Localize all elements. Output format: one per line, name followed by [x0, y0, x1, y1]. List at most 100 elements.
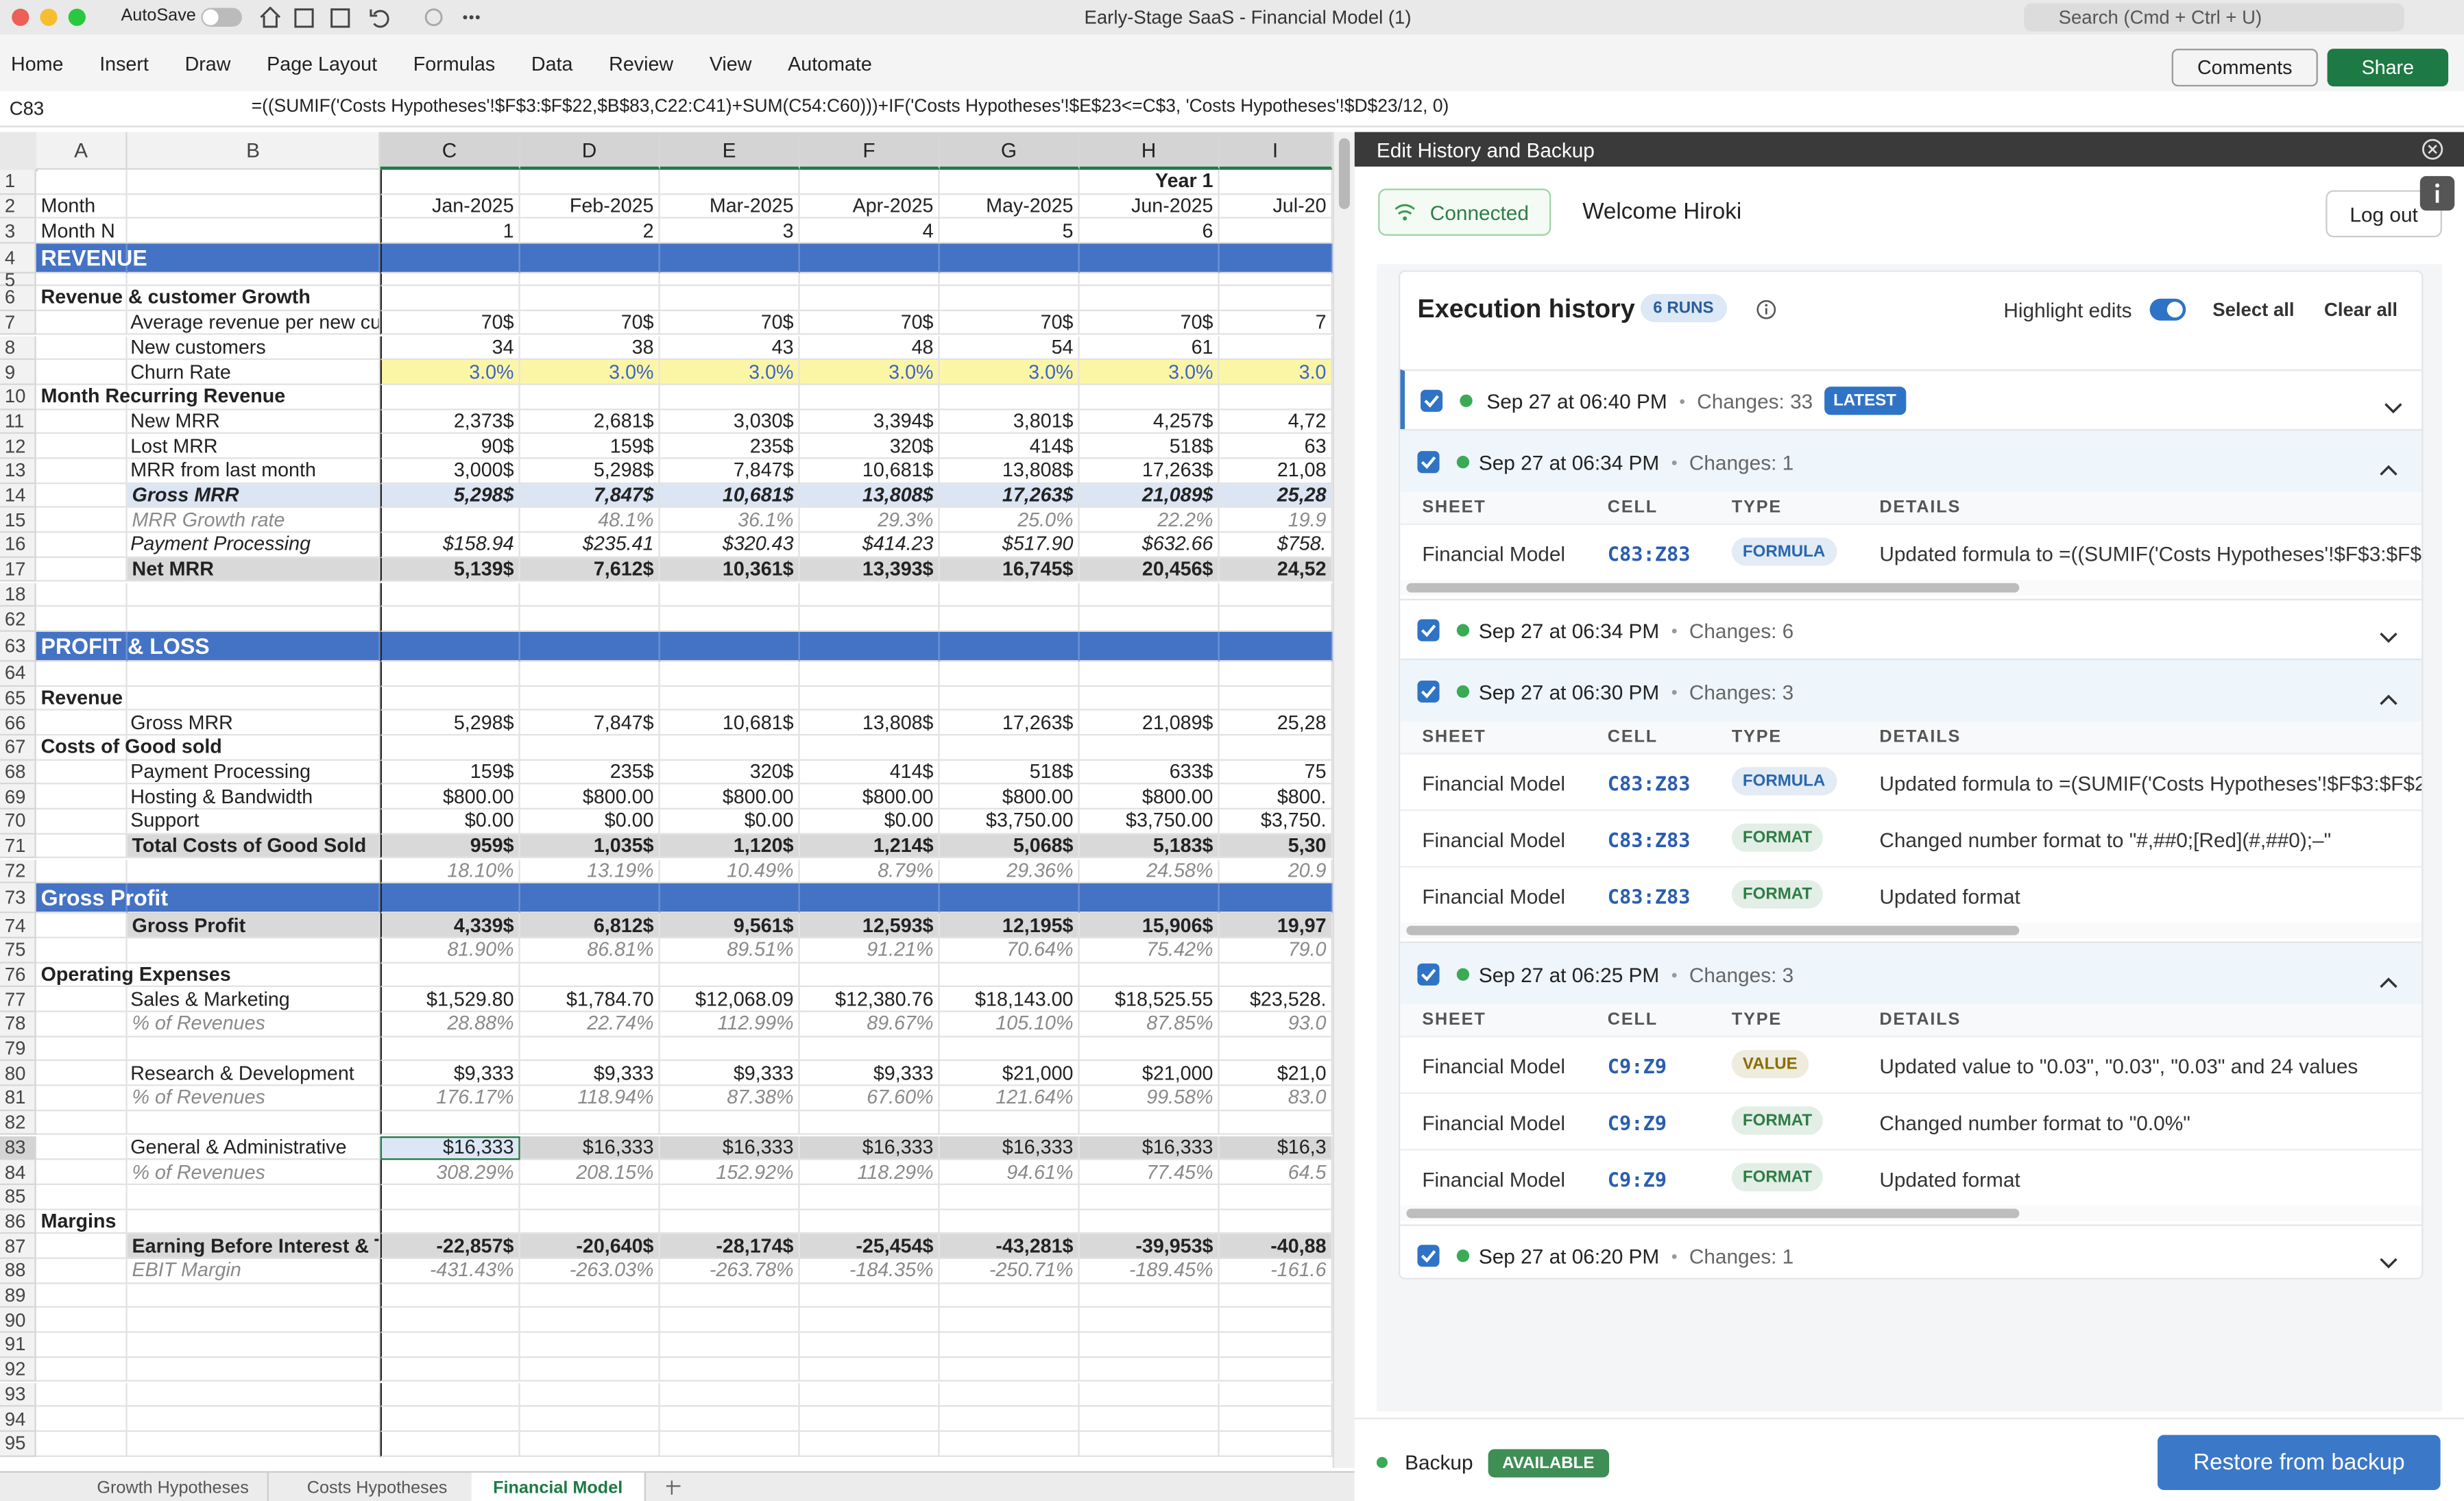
menu-item[interactable]: Page Layout	[267, 53, 377, 75]
run-header[interactable]: Sep 27 at 06:30 PMChanges: 3	[1400, 659, 2421, 722]
cell-text: $800.00	[1080, 785, 1220, 809]
clear-all[interactable]: Clear all	[2324, 299, 2397, 321]
select-all[interactable]: Select all	[2212, 299, 2294, 321]
cell-text: $800.00	[381, 785, 520, 809]
autosave-toggle[interactable]	[201, 8, 242, 27]
run-header[interactable]: Sep 27 at 06:40 PMChanges: 33LATEST	[1400, 369, 2421, 429]
vertical-scrollbar[interactable]	[1333, 132, 1356, 1468]
menu-item[interactable]: Formulas	[413, 53, 495, 75]
cell-text: 48.1%	[520, 509, 660, 533]
formula-bar: C83 =((SUMIF('Costs Hypotheses'!$F$3:$F$…	[0, 91, 2464, 127]
run-checkbox[interactable]	[1417, 1245, 1439, 1267]
cell	[381, 1407, 520, 1432]
chevron[interactable]	[2379, 1249, 2398, 1262]
run-checkbox[interactable]	[1421, 390, 1442, 412]
cell-text: Support	[128, 809, 381, 834]
cell-text: Operating Expenses	[36, 963, 128, 988]
cell	[1220, 1037, 1333, 1062]
cell	[128, 170, 381, 195]
run-checkbox[interactable]	[1417, 681, 1439, 703]
cell	[36, 1308, 128, 1333]
run-checkbox[interactable]	[1417, 451, 1439, 473]
row-header: 10	[0, 385, 36, 410]
cell	[1220, 1111, 1333, 1136]
cell	[36, 988, 128, 1012]
chevron[interactable]	[2384, 395, 2403, 407]
cell	[660, 1308, 800, 1333]
close-icon[interactable]	[2420, 137, 2445, 162]
run-header[interactable]: Sep 27 at 06:34 PMChanges: 1	[1400, 429, 2421, 492]
menu-item[interactable]: Data	[531, 53, 573, 75]
cell-text: -189.45%	[1080, 1259, 1220, 1284]
cell-text: General & Administrative	[128, 1136, 381, 1160]
row-header: 7	[0, 311, 36, 336]
chevron[interactable]	[2379, 968, 2398, 981]
cell-text: 5,298$	[381, 711, 520, 735]
window-controls[interactable]	[10, 6, 91, 28]
cell-text: 15,906$	[1080, 914, 1220, 938]
change-details: Changed number format to "0.0%"	[1879, 1111, 2190, 1134]
cell-text: 3,801$	[940, 410, 1080, 435]
cell	[940, 686, 1080, 711]
row-header: 82	[0, 1111, 36, 1136]
add-sheet[interactable]	[657, 1476, 688, 1498]
cell	[520, 1037, 660, 1062]
cell	[128, 1210, 381, 1234]
cell-text: 38	[520, 336, 660, 361]
cell	[660, 385, 800, 410]
cell-text: EBIT Margin	[128, 1259, 381, 1284]
cell-text: 25,28	[1220, 484, 1333, 509]
run-header[interactable]: Sep 27 at 06:25 PMChanges: 3	[1400, 942, 2421, 1005]
sheet-tab[interactable]: Costs Hypotheses	[283, 1473, 473, 1501]
cell-text: $18,525.55	[1080, 988, 1220, 1012]
chevron[interactable]	[2379, 624, 2398, 636]
share-button[interactable]: Share	[2328, 49, 2448, 86]
menu-item[interactable]: Review	[609, 53, 673, 75]
cell-text: 87.38%	[660, 1086, 800, 1111]
info-button[interactable]	[2420, 176, 2454, 210]
cell	[660, 661, 800, 686]
comments-button[interactable]: Comments	[2172, 49, 2318, 86]
formula-text[interactable]: =((SUMIF('Costs Hypotheses'!$F$3:$F$22,$…	[252, 97, 1449, 117]
cell	[381, 686, 520, 711]
run-checkbox[interactable]	[1417, 964, 1439, 986]
cell-text: 320$	[660, 760, 800, 785]
cell	[1220, 1407, 1333, 1432]
chevron[interactable]	[2379, 685, 2398, 698]
cell-text: 70.64%	[940, 938, 1080, 963]
menu-item[interactable]: Insert	[99, 53, 149, 75]
info-icon[interactable]	[1755, 299, 1777, 321]
menu-item[interactable]: Draw	[185, 53, 231, 75]
row-header: 86	[0, 1210, 36, 1234]
highlight-toggle[interactable]	[2150, 299, 2186, 321]
cell	[800, 661, 940, 686]
menu-item[interactable]: View	[710, 53, 752, 75]
change-details: Updated formula to =(SUMIF('Costs Hypoth…	[1879, 772, 2423, 795]
cell	[36, 435, 128, 459]
window-title: Early-Stage SaaS - Financial Model (1)	[1085, 6, 1412, 28]
toolbar-icons[interactable]	[258, 5, 485, 30]
chevron[interactable]	[2379, 456, 2398, 468]
cell-text: $16,333	[660, 1136, 800, 1160]
run-header[interactable]: Sep 27 at 06:34 PMChanges: 6	[1400, 599, 2421, 659]
cell-text: 16,745$	[940, 558, 1080, 583]
cell	[36, 1358, 128, 1382]
sheet-tab[interactable]: Growth Hypotheses	[79, 1473, 269, 1501]
cell-text: Gross Profit	[36, 883, 128, 914]
run-header[interactable]: Sep 27 at 06:20 PMChanges: 1	[1400, 1224, 2421, 1279]
cell	[36, 1136, 128, 1160]
menu-item[interactable]: Automate	[788, 53, 872, 75]
ribbon: Home Insert Draw Page Layout Formulas Data Rev…	[0, 34, 2464, 93]
cell	[520, 1432, 660, 1456]
cell	[381, 286, 520, 311]
cell-text: 3,000$	[381, 459, 520, 484]
restore-button[interactable]: Restore from backup	[2158, 1435, 2441, 1490]
cell-text: 4,257$	[1080, 410, 1220, 435]
menu-item[interactable]: Home	[11, 53, 63, 75]
cell	[660, 170, 800, 195]
cell-text: 3,394$	[800, 410, 940, 435]
search-box[interactable]: Search (Cmd + Ctrl + U)	[2024, 3, 2404, 32]
name-box[interactable]: C83	[10, 97, 44, 119]
run-checkbox[interactable]	[1417, 620, 1439, 642]
sheet-tab[interactable]: Financial Model	[472, 1473, 646, 1501]
